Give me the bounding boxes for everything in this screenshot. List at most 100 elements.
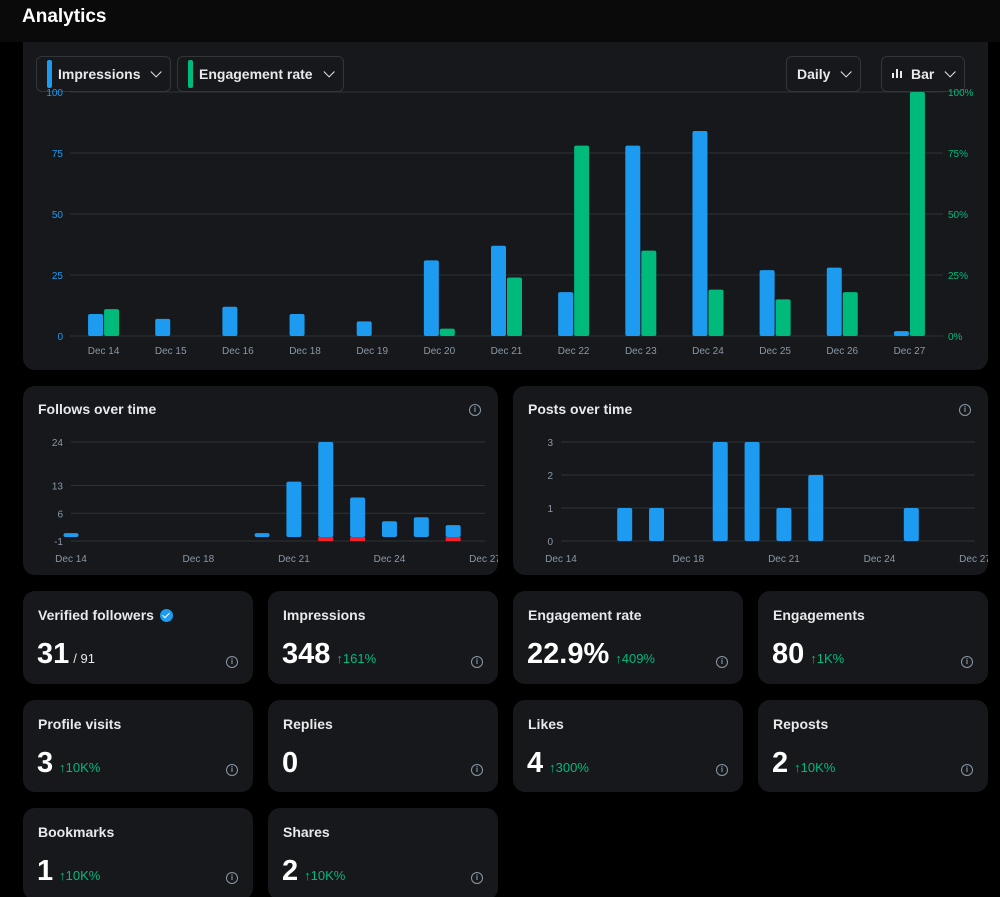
stat-card-impressions: Impressions 348 ↑161% i — [268, 591, 498, 684]
impressions-bar — [826, 267, 842, 336]
impressions-bar — [491, 245, 506, 336]
follows-chart: -1 6 13 24 Dec 14 Dec 18 Dec 21 Dec 24 Dec 27 — [52, 438, 498, 565]
stat-card-verified-followers: Verified followers 31/ 91 i — [23, 591, 253, 684]
x-tick-label: Dec 21 — [768, 554, 800, 565]
stat-delta: ↑1K% — [810, 651, 845, 666]
stat-value: 31/ 91 — [37, 638, 95, 671]
x-tick-label: Dec 25 — [759, 346, 791, 357]
top-bar: Analytics — [0, 0, 1000, 42]
stat-label: Engagements — [773, 607, 865, 623]
unfollow-bar — [445, 537, 461, 541]
stat-delta: ↑10K% — [59, 868, 101, 883]
unfollow-bar — [318, 537, 334, 541]
stat-label-text: Verified followers — [38, 607, 154, 623]
info-icon[interactable]: i — [716, 764, 728, 776]
stat-label: Reposts — [773, 716, 828, 732]
info-icon[interactable]: i — [959, 404, 971, 416]
stat-delta: ↑409% — [615, 651, 655, 666]
info-icon[interactable]: i — [961, 764, 973, 776]
follows-bar — [381, 521, 397, 538]
y-tick-label: 100 — [46, 88, 63, 99]
period-label: Daily — [797, 66, 831, 82]
chart-type-dropdown[interactable]: Bar — [881, 56, 966, 92]
stat-label-text: Profile visits — [38, 716, 122, 732]
stat-delta: ↑10K% — [304, 868, 346, 883]
impressions-bar — [759, 270, 775, 336]
x-tick-label: Dec 19 — [356, 346, 388, 357]
posts-title: Posts over time — [528, 401, 633, 417]
stat-value-number: 2 — [282, 855, 299, 887]
y-tick-label: 1 — [547, 504, 553, 515]
metric2-label: Engagement rate — [199, 66, 313, 82]
engagement-bar — [708, 289, 724, 336]
x-tick-label: Dec 22 — [558, 346, 590, 357]
posts-bar — [808, 475, 824, 541]
info-icon[interactable]: i — [226, 764, 238, 776]
stat-label-text: Impressions — [283, 607, 366, 623]
stat-label-text: Replies — [283, 716, 333, 732]
y-tick-label: 50 — [52, 210, 64, 221]
x-tick-label: Dec 21 — [491, 346, 523, 357]
posts-bar — [712, 442, 728, 541]
stat-label-text: Bookmarks — [38, 824, 115, 840]
info-icon[interactable]: i — [471, 656, 483, 668]
x-tick-label: Dec 18 — [183, 554, 215, 565]
x-tick-label: Dec 14 — [55, 554, 87, 565]
info-icon[interactable]: i — [471, 872, 483, 884]
stat-value-number: 1 — [37, 855, 54, 887]
impressions-bar — [222, 306, 238, 336]
impressions-bar — [625, 145, 641, 336]
stat-delta: ↑161% — [336, 651, 377, 666]
info-icon[interactable]: i — [716, 656, 728, 668]
x-tick-label: Dec 15 — [155, 346, 187, 357]
engagement-bar — [439, 328, 455, 336]
stat-value-number: 22.9% — [527, 638, 610, 670]
metric1-label: Impressions — [58, 66, 141, 82]
follows-card: Follows over time i -1 6 13 24 Dec 14 Dec 18 D… — [23, 386, 498, 575]
follows-bar — [350, 497, 366, 538]
metric1-dropdown[interactable]: Impressions — [36, 56, 172, 92]
engagement-bar — [909, 92, 925, 336]
info-icon[interactable]: i — [226, 872, 238, 884]
stat-card-engagements: Engagements 80 ↑1K% i — [758, 591, 988, 684]
stat-value-number: 0 — [282, 747, 299, 779]
stat-label-text: Engagements — [773, 607, 865, 623]
unfollow-bar — [350, 537, 366, 541]
info-icon[interactable]: i — [961, 656, 973, 668]
y-tick-label: 3 — [547, 438, 553, 449]
follows-bar — [318, 442, 334, 538]
page-title: Analytics — [22, 6, 107, 27]
impressions-swatch — [47, 60, 52, 88]
stat-label-text: Reposts — [773, 716, 829, 732]
y-tick-label: 13 — [52, 482, 64, 493]
info-icon[interactable]: i — [226, 656, 238, 668]
x-tick-label: Dec 26 — [826, 346, 858, 357]
verified-badge-icon — [159, 608, 173, 622]
stat-card-reposts: Reposts 2 ↑10K% i — [758, 700, 988, 792]
y2-tick-label: 25% — [948, 271, 968, 282]
stat-label: Impressions — [283, 607, 365, 623]
impressions-engagement-chart: 0 0% 25 25% 50 50% 75 75% 100 100% Dec 14 Dec 15 Dec… — [46, 88, 973, 357]
stat-value: 348 ↑161% — [282, 638, 376, 671]
x-tick-label: Dec 21 — [278, 554, 310, 565]
x-tick-label: Dec 18 — [289, 346, 321, 357]
impressions-bar — [155, 318, 171, 336]
bar-chart-icon — [892, 68, 903, 81]
y-tick-label: -1 — [54, 537, 63, 548]
stat-value: 2 ↑10K% — [282, 855, 345, 888]
follows-bar — [286, 481, 302, 538]
y-tick-label: 2 — [547, 471, 553, 482]
y-tick-label: 0 — [547, 537, 553, 548]
info-icon[interactable]: i — [471, 764, 483, 776]
stat-value: 1 ↑10K% — [37, 855, 100, 888]
x-tick-label: Dec 24 — [864, 554, 896, 565]
impressions-bar — [356, 321, 372, 336]
stat-label-text: Shares — [283, 824, 330, 840]
stat-label: Profile visits — [38, 716, 121, 732]
stat-value: 3 ↑10K% — [37, 747, 100, 780]
stat-label: Replies — [283, 716, 333, 732]
x-tick-label: Dec 14 — [88, 346, 120, 357]
info-icon[interactable]: i — [469, 404, 481, 416]
stat-sub: / 91 — [73, 651, 95, 666]
